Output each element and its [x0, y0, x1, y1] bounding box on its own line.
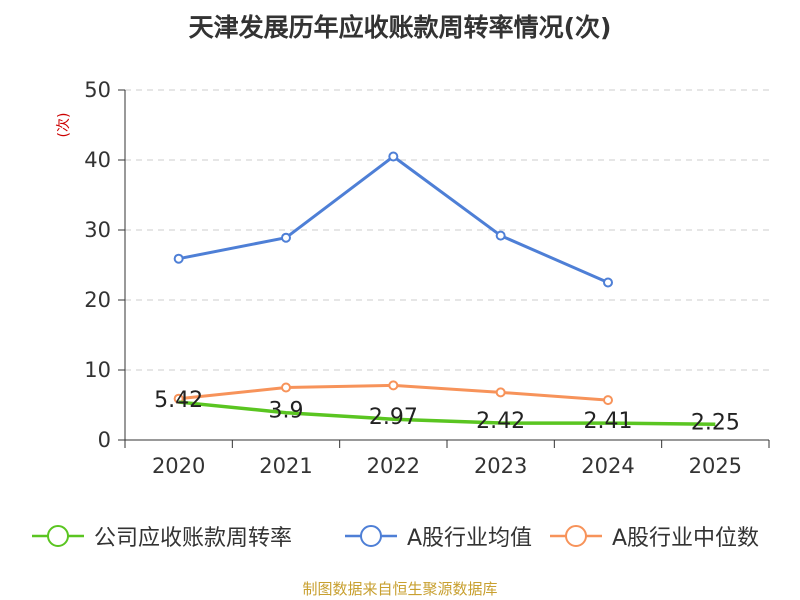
- legend-item: 公司应收账款周转率: [30, 521, 292, 551]
- data-point: [388, 380, 399, 391]
- series-line-0: [178, 400, 716, 426]
- y-tick-label: 10: [84, 358, 111, 382]
- legend-circle: [47, 525, 69, 547]
- series-lines: [173, 151, 716, 426]
- legend-circle: [360, 525, 382, 547]
- grid-lines: [125, 89, 769, 371]
- data-point: [173, 253, 184, 264]
- source-note: 制图数据来自恒生聚源数据库: [302, 580, 498, 598]
- y-tick-label: 30: [84, 218, 111, 242]
- x-tick-label: 2020: [152, 454, 205, 478]
- legend-marker-icon: [345, 525, 397, 547]
- y-tick-label: 40: [84, 148, 111, 172]
- data-point: [495, 230, 506, 241]
- data-point: [388, 151, 399, 162]
- chart-title: 天津发展历年应收账款周转率情况(次): [188, 13, 612, 42]
- x-tick-label: 2022: [367, 454, 420, 478]
- data-label: 2.41: [584, 409, 633, 434]
- x-tick-label: 2023: [474, 454, 527, 478]
- legend-marker-icon: [550, 525, 602, 547]
- legend-item: A股行业均值: [343, 521, 532, 551]
- legend-marker-icon: [32, 525, 84, 547]
- series-line-1: [178, 155, 609, 284]
- x-tick-label: 2021: [259, 454, 312, 478]
- y-tick-label: 50: [84, 78, 111, 102]
- y-axis-label: (次): [56, 113, 72, 138]
- data-label: 2.25: [691, 410, 740, 435]
- legend-label: A股行业均值: [407, 526, 533, 551]
- data-label: 2.97: [369, 405, 418, 430]
- axes: 0 10 20 30 40 50 2020 2021 2022 2023 2024 2025 (次): [56, 78, 770, 478]
- data-point: [495, 387, 506, 398]
- data-point: [281, 232, 291, 243]
- data-label: 3.9: [269, 399, 304, 424]
- data-point: [603, 395, 613, 406]
- data-point: [603, 277, 613, 288]
- legend-label: A股行业中位数: [612, 526, 760, 551]
- legend-item: A股行业中位数: [548, 521, 759, 551]
- x-tick-label: 2025: [689, 454, 742, 478]
- data-labels: 5.42 3.9 2.97 2.42 2.41 2.25: [154, 388, 740, 435]
- y-tick-label: 0: [98, 428, 111, 452]
- x-tick-label: 2024: [581, 454, 634, 478]
- legend-label: 公司应收账款周转率: [94, 526, 293, 551]
- data-point: [281, 382, 291, 393]
- data-label: 5.42: [154, 388, 203, 413]
- legend-circle: [565, 525, 587, 547]
- y-tick-label: 20: [84, 288, 111, 312]
- data-label: 2.42: [476, 409, 525, 434]
